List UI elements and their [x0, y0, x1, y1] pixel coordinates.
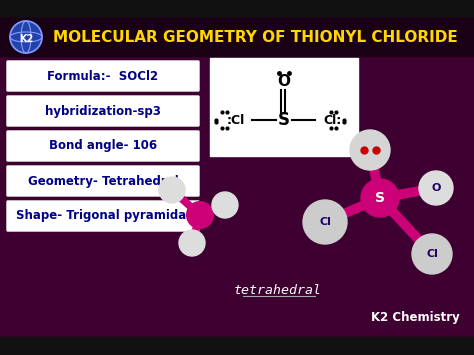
- Text: Formula:-  SOCl2: Formula:- SOCl2: [47, 70, 159, 82]
- Circle shape: [350, 130, 390, 170]
- Circle shape: [361, 179, 399, 217]
- Text: Cl: Cl: [319, 217, 331, 227]
- Circle shape: [10, 21, 42, 53]
- Bar: [0, 0, 474, 18]
- FancyBboxPatch shape: [7, 131, 200, 162]
- Bar: [0, 18, 474, 56]
- Text: Bond angle- 106: Bond angle- 106: [49, 140, 157, 153]
- Text: Shape- Trigonal pyramidal: Shape- Trigonal pyramidal: [16, 209, 190, 223]
- Text: hybridization-sp3: hybridization-sp3: [45, 104, 161, 118]
- Text: K2 Chemistry: K2 Chemistry: [371, 311, 459, 324]
- Circle shape: [412, 234, 452, 274]
- Circle shape: [179, 230, 205, 256]
- Text: tetrahedral: tetrahedral: [234, 284, 322, 296]
- Text: O: O: [277, 75, 291, 89]
- Text: S: S: [278, 111, 290, 129]
- Text: K2: K2: [19, 34, 33, 44]
- Circle shape: [159, 177, 185, 203]
- Text: MOLECULAR GEOMETRY OF THIONYL CHLORIDE: MOLECULAR GEOMETRY OF THIONYL CHLORIDE: [53, 29, 457, 44]
- Circle shape: [419, 171, 453, 205]
- Circle shape: [212, 192, 238, 218]
- Bar: [210, 58, 358, 156]
- FancyBboxPatch shape: [7, 60, 200, 92]
- Text: S: S: [375, 191, 385, 205]
- Text: Cl:: Cl:: [323, 114, 341, 126]
- Text: Cl: Cl: [426, 249, 438, 259]
- Text: :Cl: :Cl: [227, 114, 245, 126]
- FancyBboxPatch shape: [7, 95, 200, 126]
- Circle shape: [303, 200, 347, 244]
- FancyBboxPatch shape: [7, 165, 200, 197]
- Text: O: O: [431, 183, 441, 193]
- Text: Geometry- Tetrahedral: Geometry- Tetrahedral: [27, 175, 178, 187]
- Bar: [0, 337, 474, 355]
- Circle shape: [187, 202, 213, 228]
- FancyBboxPatch shape: [7, 201, 200, 231]
